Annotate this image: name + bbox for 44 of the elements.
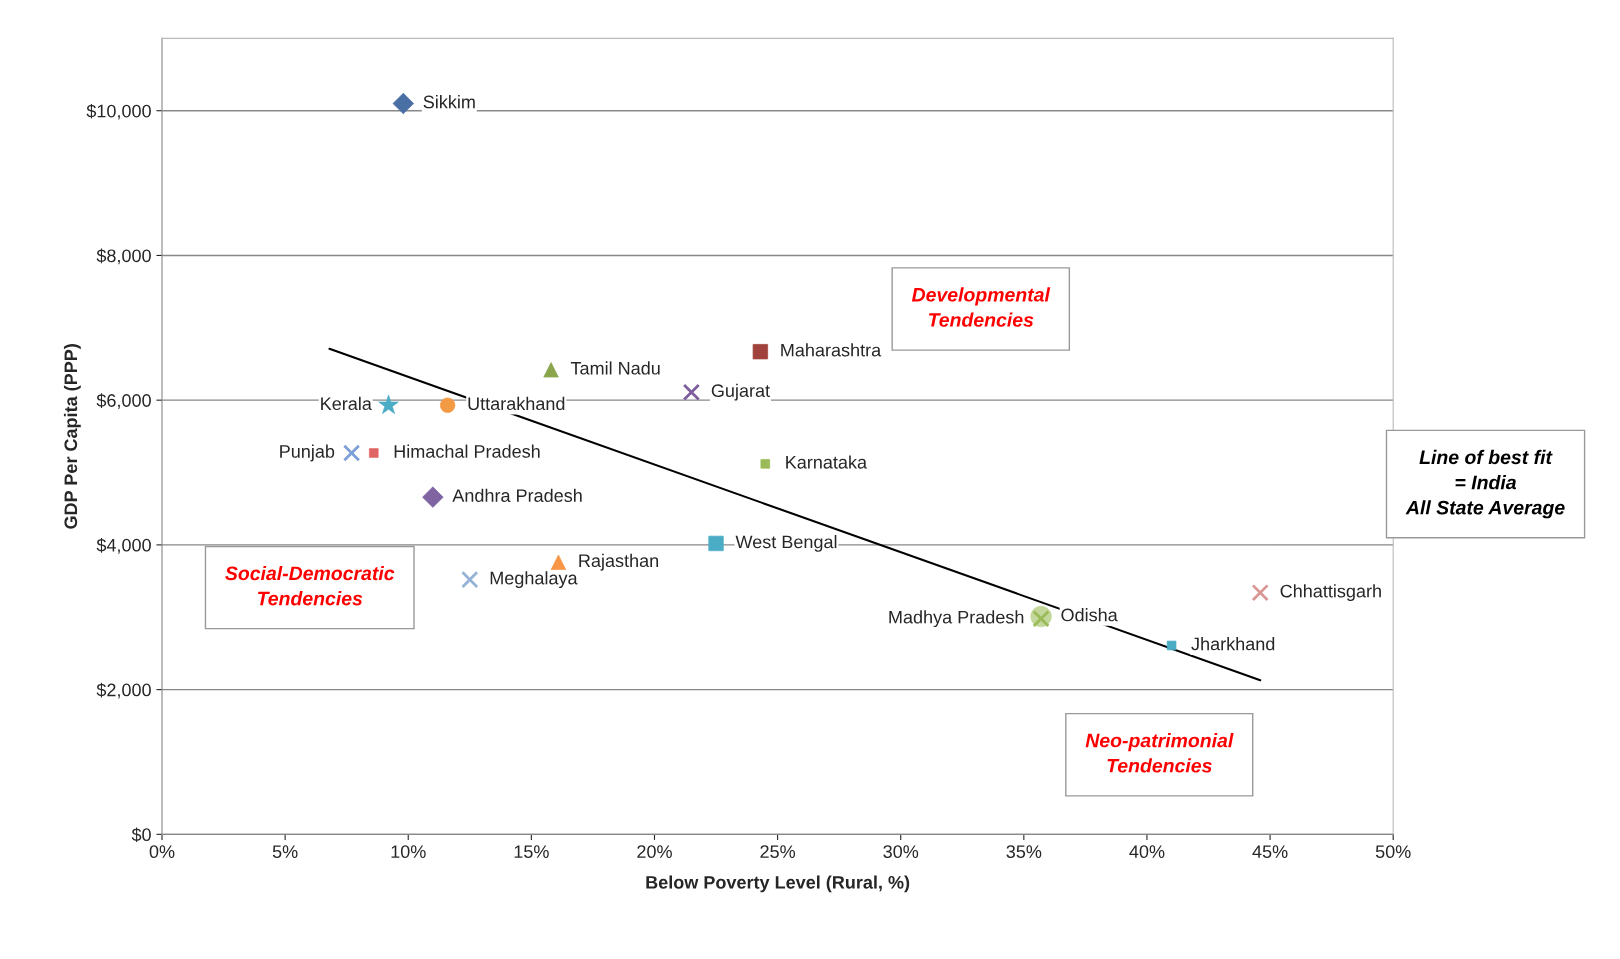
point <box>342 444 361 462</box>
y-axis-title: GDP Per Capita (PPP) <box>63 344 81 529</box>
series-label: Meghalaya <box>490 571 578 589</box>
series-label: Tamil Nadu <box>570 361 660 375</box>
series-label: Jharkhand <box>1191 637 1275 651</box>
series-label: Gujarat <box>711 383 770 401</box>
annotation: Neo-patrimonial Tendencies <box>1085 733 1234 773</box>
x-tick-label: 0% <box>149 845 175 859</box>
series-label: Punjab <box>280 444 335 462</box>
y-tick-label: $10,000 <box>86 103 151 120</box>
series-label: Odisha <box>1061 608 1118 622</box>
series-label: Karnataka <box>786 455 868 469</box>
series-label: Uttarakhand <box>468 396 565 411</box>
series-label: Himachal Pradesh <box>394 444 540 458</box>
y-tick-label: $6,000 <box>96 393 151 410</box>
x-tick-label: 40% <box>1129 845 1165 859</box>
x-tick-label: 25% <box>760 845 796 859</box>
x-tick-label: 50% <box>1375 845 1411 859</box>
annotation: Social-Democratic Tendencies <box>225 565 395 606</box>
x-tick-label: 10% <box>391 845 426 859</box>
x-tick-label: 20% <box>637 845 672 859</box>
y-tick-label: $4,000 <box>96 538 151 554</box>
x-tick-label: 5% <box>272 845 298 859</box>
point <box>461 570 479 589</box>
y-tick-label: $0 <box>131 827 151 843</box>
y-tick-label: $2,000 <box>96 682 151 699</box>
series-label: Sikkim <box>423 95 475 109</box>
x-tick-label: 35% <box>1006 845 1042 859</box>
series-label: Andhra Pradesh <box>452 488 582 502</box>
text: Line of best fit = India All State Average <box>1405 449 1565 519</box>
x-tick-label: 45% <box>1252 845 1288 859</box>
x-axis-title: Below Poverty Level (Rural, %) <box>646 875 910 893</box>
series-label: Rajasthan <box>579 553 659 571</box>
series-label: Chhattisgarh <box>1280 584 1381 602</box>
series-label: West Bengal <box>735 535 837 552</box>
point <box>1251 583 1269 602</box>
annotation: Developmental Tendencies <box>911 287 1051 327</box>
series-label: Madhya Pradesh <box>889 610 1024 628</box>
y-tick-label: $8,000 <box>96 248 151 265</box>
series-label: Kerala <box>321 396 372 411</box>
point <box>682 383 701 401</box>
x-tick-label: 15% <box>514 845 549 859</box>
series-label: Maharashtra <box>781 343 882 357</box>
x-tick-label: 30% <box>883 845 919 859</box>
